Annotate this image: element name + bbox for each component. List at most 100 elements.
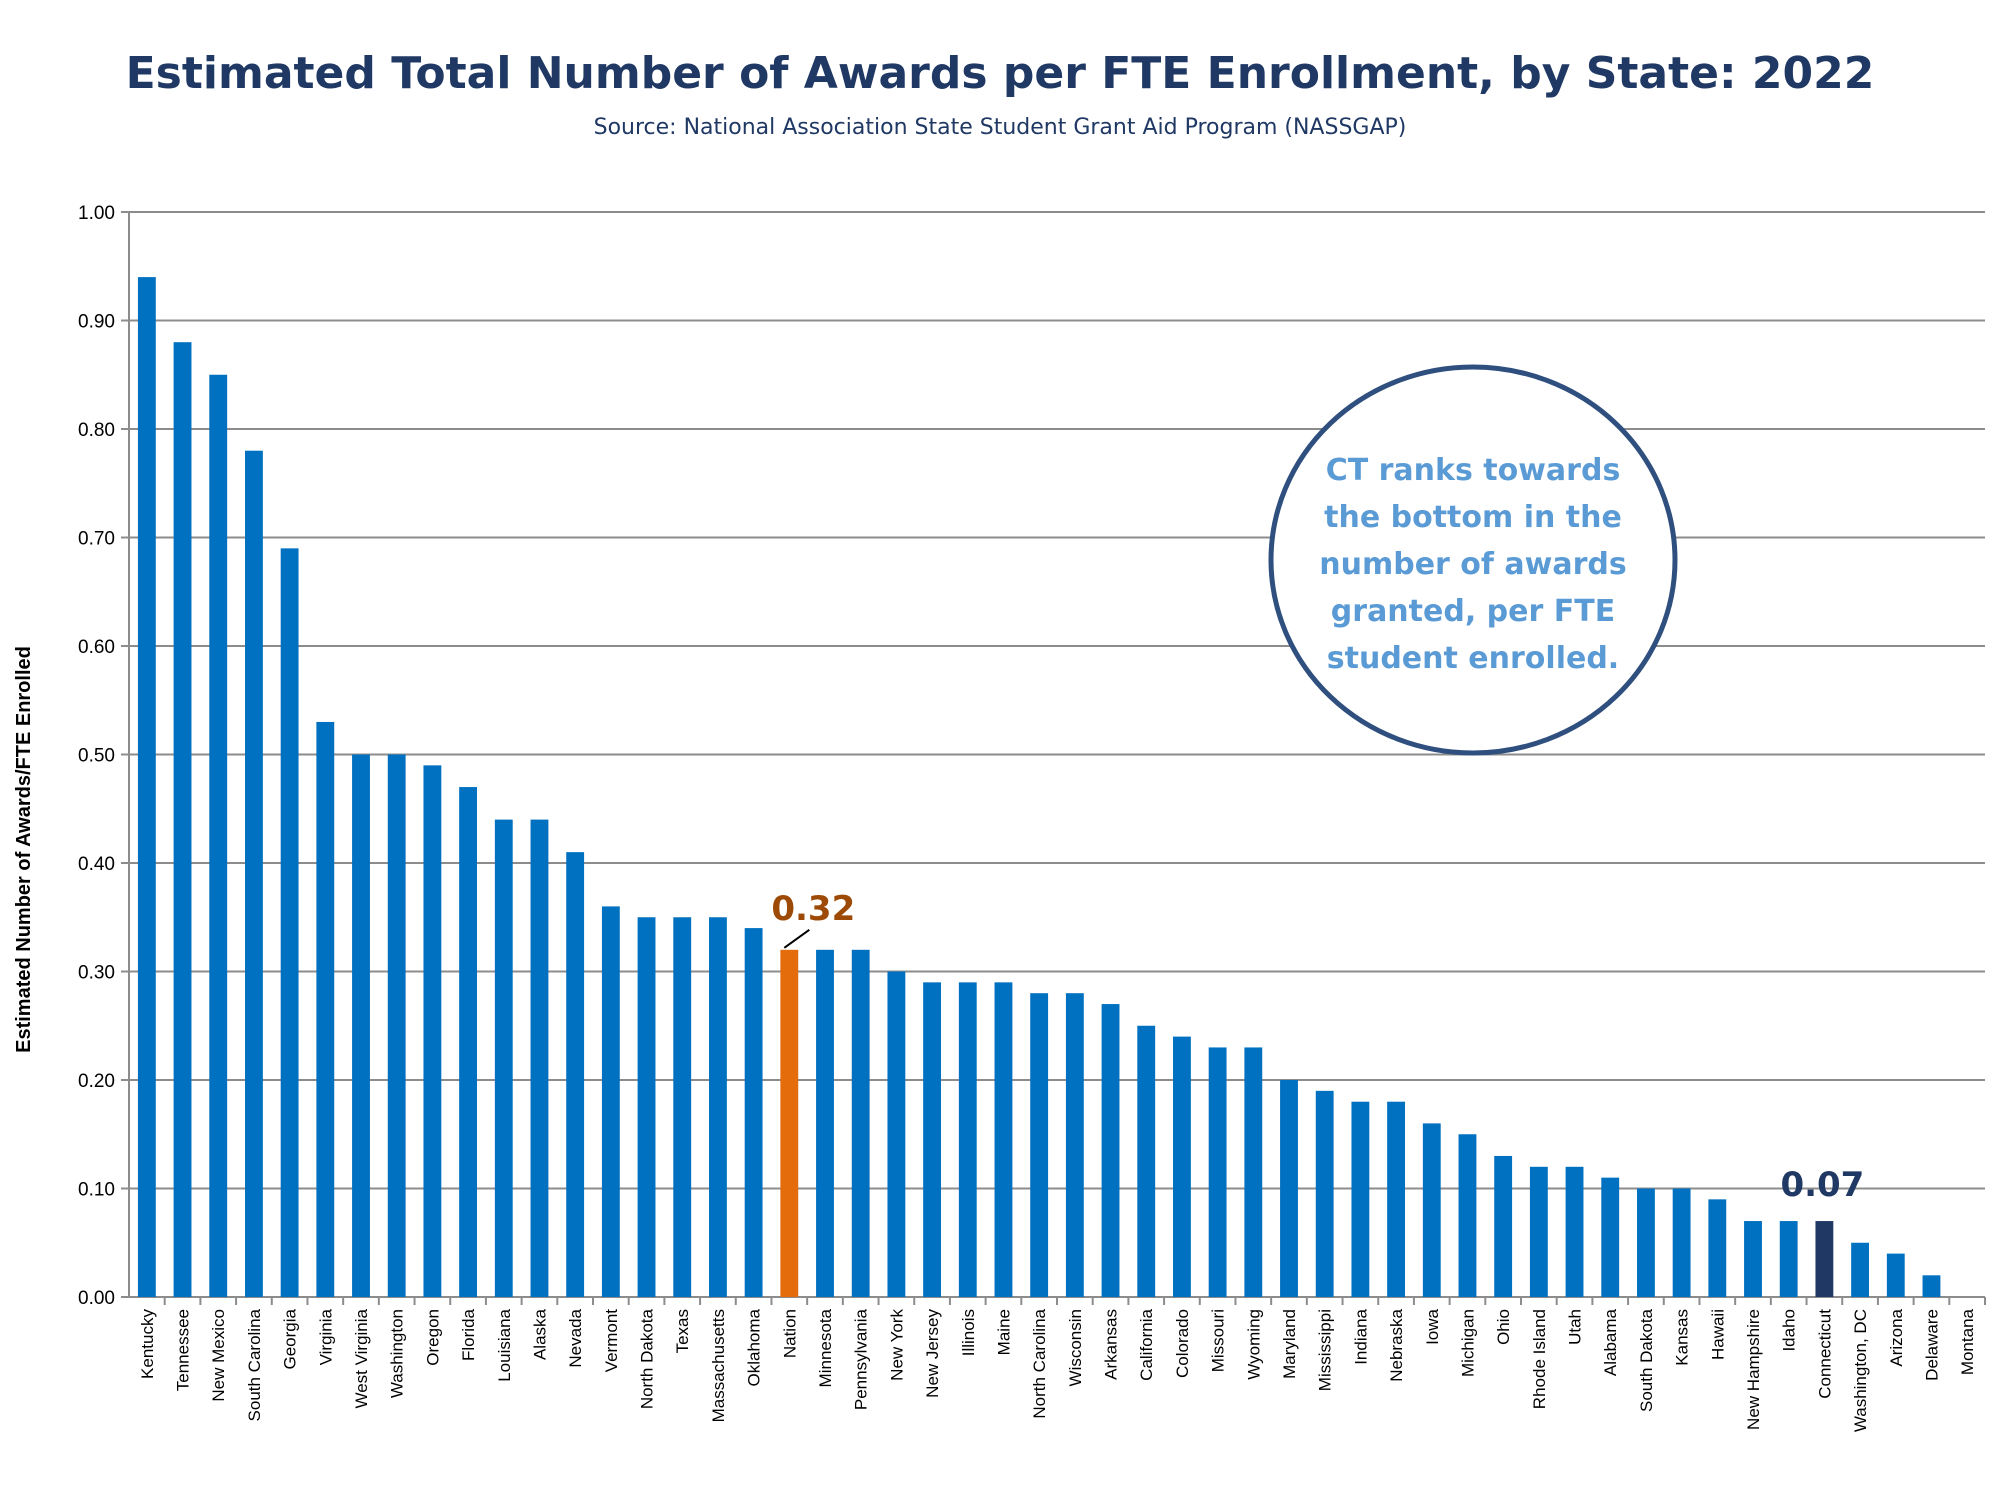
- gridlines: [129, 211, 1985, 1190]
- bar-vermont: [601, 906, 620, 1297]
- bar-new-hampshire: [1744, 1221, 1762, 1297]
- x-tick-label: Minnesota: [816, 1308, 835, 1387]
- x-tick-label: Hawaii: [1708, 1309, 1727, 1360]
- x-tick-label: Illinois: [959, 1309, 978, 1356]
- annotation-text-line: number of awards: [1319, 547, 1626, 582]
- bar-alaska: [530, 819, 549, 1297]
- bar-iowa: [1422, 1123, 1441, 1297]
- bar-new-york: [887, 971, 906, 1297]
- x-tick-label: Vermont: [602, 1309, 621, 1373]
- x-tick-label: Idaho: [1780, 1309, 1799, 1352]
- x-tick-label: Massachusetts: [709, 1309, 728, 1422]
- x-tick-label: Wyoming: [1244, 1309, 1263, 1380]
- x-tick-label: Virginia: [316, 1308, 335, 1365]
- x-tick-label: New York: [887, 1309, 906, 1381]
- bar-mississippi: [1315, 1090, 1334, 1297]
- bar-tennessee: [173, 342, 192, 1297]
- bar-indiana: [1351, 1101, 1370, 1297]
- x-tick-label: Arkansas: [1102, 1309, 1121, 1380]
- bar-idaho: [1779, 1221, 1798, 1297]
- x-tick-label: South Dakota: [1637, 1308, 1656, 1412]
- bar-north-carolina: [1030, 993, 1049, 1297]
- bars: [137, 277, 1941, 1298]
- y-tick-label: 0.50: [78, 746, 115, 767]
- bar-south-dakota: [1637, 1188, 1655, 1297]
- y-axis-label: Estimated Number of Awards/FTE Enrolled: [13, 646, 35, 1053]
- x-tick-label: Alaska: [530, 1308, 549, 1360]
- y-tick-label: 0.00: [78, 1288, 115, 1309]
- bar-nebraska: [1387, 1101, 1405, 1297]
- bar-delaware: [1922, 1275, 1941, 1297]
- bar-arizona: [1886, 1253, 1905, 1297]
- x-tick-label: Pennsylvania: [852, 1308, 871, 1410]
- bar-virginia: [316, 721, 335, 1297]
- bar-california: [1137, 1025, 1156, 1297]
- x-tick-label: Kansas: [1673, 1309, 1692, 1366]
- y-tick-label: 0.30: [78, 963, 115, 984]
- annotation-circle: [1268, 364, 1678, 756]
- x-tick-label: Arizona: [1887, 1308, 1906, 1366]
- x-tick-label: Mississippi: [1316, 1309, 1335, 1391]
- bar-oregon: [423, 765, 442, 1297]
- x-tick-label: Washington: [388, 1309, 407, 1398]
- bar-massachusetts: [709, 917, 727, 1297]
- x-tick-label: Tennessee: [174, 1309, 193, 1391]
- x-tick-label: Iowa: [1423, 1308, 1442, 1344]
- bar-pennsylvania: [851, 949, 870, 1297]
- y-tick-label: 0.60: [78, 637, 115, 658]
- x-tick-label: New Jersey: [923, 1309, 942, 1398]
- bar-south-carolina: [245, 450, 263, 1297]
- x-tick-label: Wisconsin: [1066, 1309, 1085, 1386]
- x-tick-label: North Carolina: [1030, 1308, 1049, 1418]
- bar-oklahoma: [744, 928, 763, 1297]
- bar-north-dakota: [637, 917, 656, 1297]
- chart-title: Estimated Total Number of Awards per FTE…: [125, 48, 1875, 99]
- bar-washington: [387, 754, 406, 1297]
- bar-alabama: [1601, 1177, 1620, 1297]
- bar-utah: [1565, 1166, 1584, 1297]
- bar-ohio: [1494, 1155, 1513, 1297]
- x-tick-label: New Mexico: [209, 1309, 228, 1402]
- bar-wisconsin: [1065, 993, 1084, 1297]
- bar-west-virginia: [352, 754, 370, 1297]
- bar-maine: [994, 982, 1013, 1297]
- x-tick-label: Florida: [459, 1308, 478, 1361]
- x-tick-label: Georgia: [281, 1308, 300, 1369]
- x-tick-label: Montana: [1958, 1308, 1977, 1375]
- bar-minnesota: [816, 949, 834, 1297]
- bar-nation: [780, 949, 799, 1297]
- x-tick-label: Washington, DC: [1851, 1309, 1870, 1432]
- bar-connecticut: [1815, 1221, 1834, 1297]
- bar-rhode-island: [1529, 1166, 1548, 1297]
- x-tick-label: Nevada: [566, 1308, 585, 1367]
- x-tick-label: Michigan: [1458, 1309, 1477, 1377]
- bar-missouri: [1208, 1047, 1227, 1297]
- y-tick-label: 0.20: [78, 1071, 115, 1092]
- callout-leader-line: [783, 928, 810, 949]
- callouts: 0.32 0.07: [771, 889, 1864, 1205]
- data-label-nation: 0.32: [771, 889, 855, 929]
- bar-wyoming: [1244, 1047, 1263, 1297]
- bar-kentucky: [137, 277, 156, 1298]
- y-tick-label: 0.10: [78, 1180, 115, 1201]
- annotation-text-line: the bottom in the: [1324, 500, 1622, 535]
- x-tick-label: Nation: [780, 1309, 799, 1358]
- x-tick-label: California: [1137, 1308, 1156, 1380]
- bar-georgia: [280, 548, 299, 1297]
- x-tick-label: South Carolina: [245, 1308, 264, 1421]
- x-tick-label: Indiana: [1351, 1308, 1370, 1364]
- x-tick-label: Kentucky: [138, 1309, 157, 1379]
- bar-illinois: [958, 982, 977, 1297]
- data-label-connecticut: 0.07: [1780, 1165, 1864, 1205]
- bar-washington-dc: [1851, 1242, 1869, 1297]
- y-tick-label: 0.80: [78, 420, 115, 441]
- x-tick-label: Rhode Island: [1530, 1309, 1549, 1409]
- y-tick-label: 0.70: [78, 529, 115, 550]
- x-tick-label: Maine: [994, 1309, 1013, 1355]
- x-tick-label: Ohio: [1494, 1309, 1513, 1345]
- x-tick-label: Nebraska: [1387, 1308, 1406, 1381]
- x-tick-label: Utah: [1566, 1309, 1585, 1345]
- bar-hawaii: [1708, 1199, 1727, 1297]
- x-tick-label: Colorado: [1173, 1309, 1192, 1378]
